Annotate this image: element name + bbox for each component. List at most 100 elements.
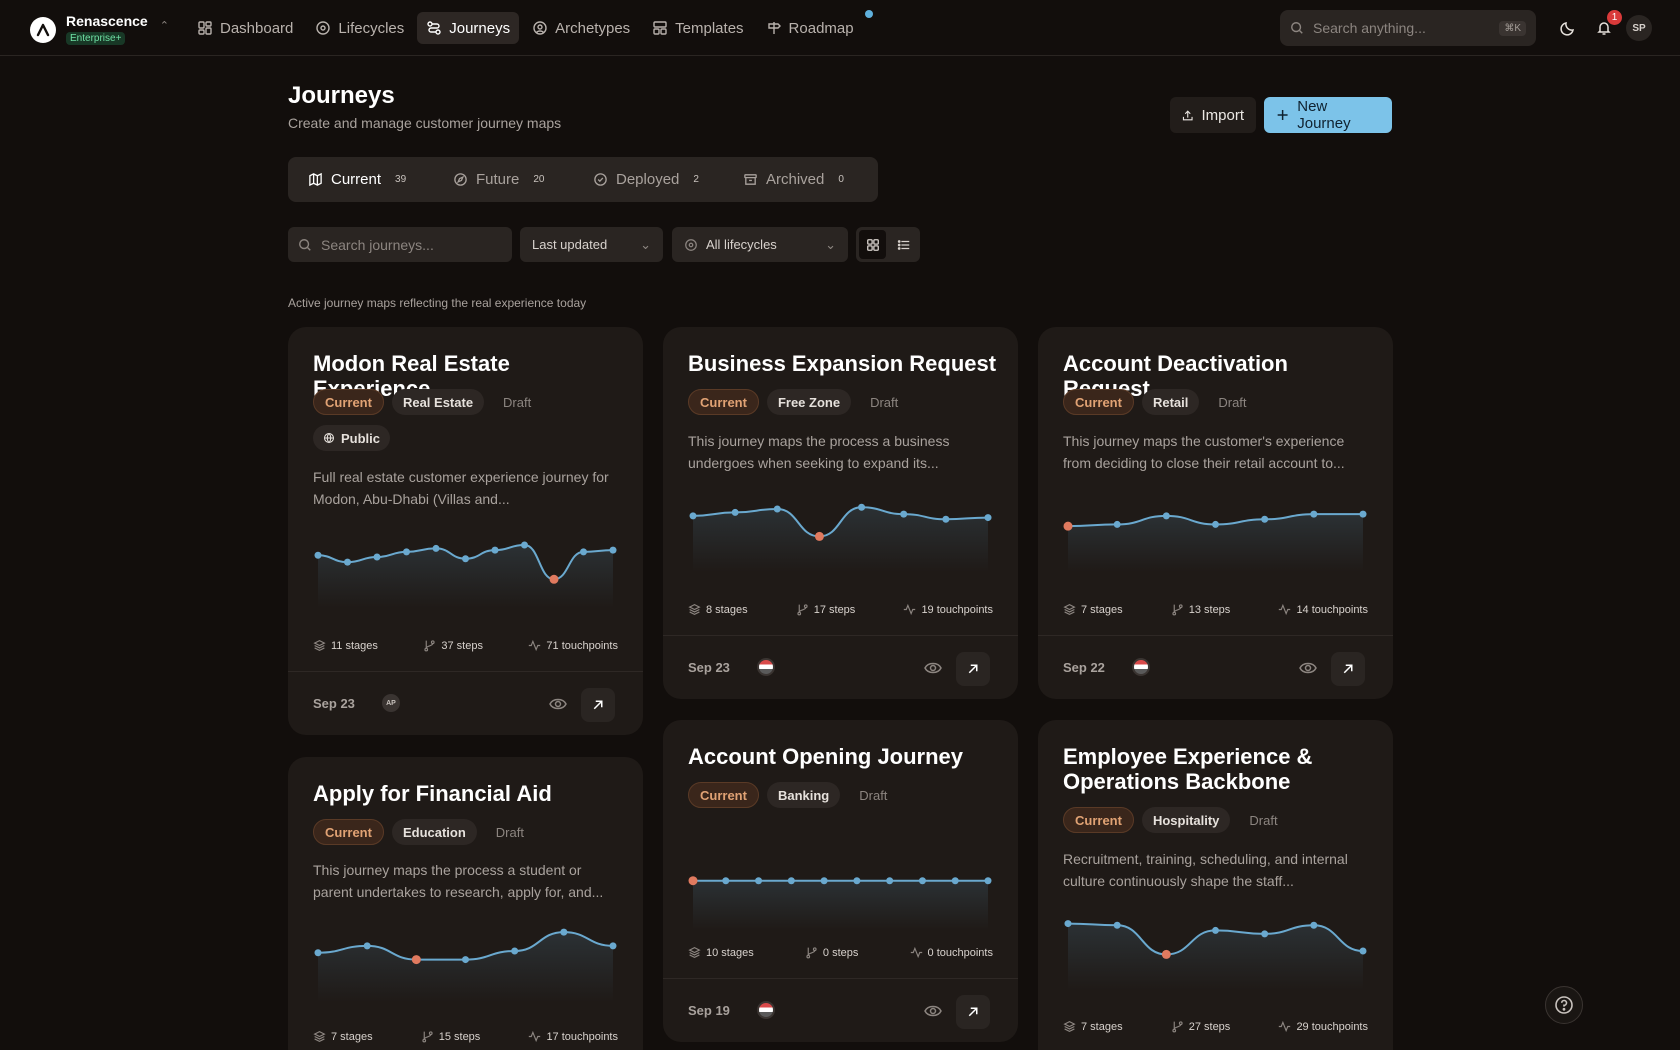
global-search[interactable]: Search anything... ⌘K — [1280, 10, 1536, 46]
sentiment-point — [314, 551, 322, 559]
industry-badge: Retail — [1141, 389, 1200, 415]
sentiment-point — [609, 942, 617, 950]
sentiment-area — [318, 932, 613, 1002]
sentiment-area — [1068, 514, 1363, 572]
sentiment-point — [462, 956, 469, 964]
nav-archetypes[interactable]: Archetypes — [523, 12, 639, 44]
activity-icon — [910, 946, 922, 959]
tab-count: 0 — [838, 174, 844, 185]
layers-icon — [1063, 1020, 1076, 1033]
lowest-sentiment-point — [411, 955, 421, 965]
top-navigation-bar: Renascence Enterprise+ ⌃ Dashboard Lifec… — [0, 0, 1680, 56]
tab-count: 39 — [395, 174, 407, 185]
status-badge: Current — [688, 389, 759, 415]
visibility-badge: Public — [313, 425, 391, 451]
journey-description: This journey maps the process a student … — [313, 862, 604, 900]
new-indicator-dot — [864, 10, 873, 18]
workspace-name: Renascence — [66, 13, 148, 29]
touchpoints-count: 0 touchpoints — [927, 946, 993, 959]
tab-deployed[interactable]: Deployed 2 — [581, 162, 711, 197]
draft-badge: Draft — [503, 394, 532, 410]
sentiment-point — [1162, 512, 1170, 520]
journey-description: Recruitment, training, scheduling, and i… — [1063, 851, 1348, 889]
sentiment-point — [900, 510, 908, 518]
nav-label: Templates — [675, 19, 744, 37]
eye-icon[interactable] — [1298, 658, 1318, 678]
journey-title: Account Opening Journey — [688, 744, 964, 769]
sentiment-point — [1310, 510, 1318, 518]
grid-icon — [866, 238, 879, 251]
journey-search-placeholder: Search journeys... — [321, 236, 434, 253]
list-view-button[interactable] — [890, 230, 917, 259]
updated-date: Sep 22 — [1063, 660, 1105, 675]
new-journey-button[interactable]: New Journey — [1264, 97, 1392, 133]
activity-icon — [529, 1030, 541, 1043]
steps-count: 13 steps — [1188, 603, 1231, 616]
check-circle-icon — [594, 173, 607, 186]
nav-journeys[interactable]: Journeys — [417, 12, 520, 44]
workspace-switcher[interactable]: Renascence Enterprise+ ⌃ — [30, 14, 169, 46]
journey-status-tabs: Current 39 Future 20 Deployed 2 Archived… — [288, 157, 878, 202]
git-branch-icon — [797, 604, 808, 616]
help-button[interactable] — [1545, 986, 1583, 1024]
journey-card[interactable]: Apply for Financial Aid Current Educatio… — [288, 757, 643, 1050]
arrow-up-right-icon — [593, 700, 603, 710]
sentiment-point — [363, 942, 371, 950]
sentiment-chart — [688, 876, 992, 930]
eye-icon[interactable] — [923, 1001, 943, 1021]
tab-future[interactable]: Future 20 — [441, 162, 556, 197]
sentiment-point — [918, 877, 926, 885]
git-branch-icon — [806, 947, 817, 959]
tab-archived[interactable]: Archived 0 — [731, 162, 856, 197]
grid-view-button[interactable] — [859, 230, 886, 259]
user-avatar[interactable]: SP — [1626, 15, 1652, 41]
sentiment-point — [858, 503, 866, 511]
nav-templates[interactable]: Templates — [643, 12, 752, 44]
journey-card[interactable]: Employee Experience & Operations Backbon… — [1038, 720, 1393, 1050]
nav-dashboard[interactable]: Dashboard — [188, 12, 302, 44]
status-badge: Current — [688, 782, 759, 808]
brand-logo-icon — [30, 17, 56, 43]
journey-card[interactable]: Modon Real Estate Experience Current Rea… — [288, 327, 643, 735]
sentiment-point — [689, 512, 697, 520]
chevron-down-icon: ⌄ — [825, 236, 836, 252]
map-icon — [309, 172, 322, 187]
sentiment-point — [722, 877, 730, 885]
open-journey-button[interactable] — [581, 688, 615, 722]
sort-select[interactable]: Last updated ⌄ — [520, 227, 663, 262]
lifecycle-value: All lifecycles — [706, 237, 777, 252]
compass-icon — [454, 173, 467, 186]
notifications-button[interactable]: 1 — [1592, 10, 1622, 40]
eye-icon[interactable] — [548, 694, 568, 714]
sentiment-point — [511, 947, 519, 955]
journey-card[interactable]: Account Deactivation Request Current Ret… — [1038, 327, 1393, 699]
tab-current[interactable]: Current 39 — [296, 162, 418, 197]
eye-icon[interactable] — [923, 658, 943, 678]
journey-search-input[interactable]: Search journeys... — [288, 227, 512, 262]
list-icon — [897, 239, 909, 250]
stages-count: 10 stages — [706, 946, 754, 959]
touchpoints-count: 29 touchpoints — [1296, 1020, 1368, 1033]
theme-toggle-button[interactable] — [1556, 16, 1580, 40]
steps-count: 17 steps — [813, 603, 856, 616]
sentiment-point — [521, 541, 528, 549]
sentiment-point — [984, 877, 992, 885]
layers-icon — [313, 639, 326, 652]
nav-roadmap[interactable]: Roadmap — [757, 10, 873, 44]
journey-card[interactable]: Business Expansion Request Current Free … — [663, 327, 1018, 699]
open-journey-button[interactable] — [1331, 652, 1365, 686]
sentiment-chart — [1063, 510, 1367, 572]
open-journey-button[interactable] — [956, 652, 990, 686]
nav-label: Dashboard — [220, 19, 294, 37]
nav-lifecycles[interactable]: Lifecycles — [306, 12, 413, 44]
journey-stats: 11 stages 37 steps 71 touchpoints — [313, 639, 618, 652]
open-journey-button[interactable] — [956, 995, 990, 1029]
lifecycle-select[interactable]: All lifecycles ⌄ — [672, 227, 848, 262]
sentiment-area — [693, 507, 988, 572]
industry-badge: Hospitality — [1141, 807, 1231, 833]
arrow-up-right-icon — [1343, 664, 1353, 674]
tab-label: Deployed — [616, 171, 680, 188]
journey-stats: 8 stages 17 steps 19 touchpoints — [688, 603, 993, 616]
journey-card[interactable]: Account Opening Journey Current Banking … — [663, 720, 1018, 1042]
import-button[interactable]: Import — [1170, 97, 1256, 133]
